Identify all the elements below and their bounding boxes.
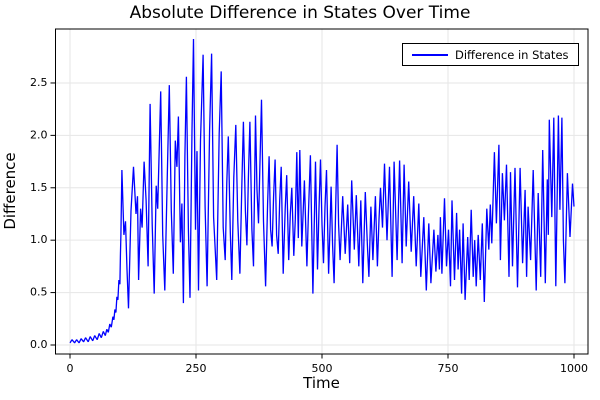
x-axis-label: Time — [303, 374, 340, 392]
x-tick-label: 250 — [186, 362, 207, 375]
tick-labels: 0 250 500 750 1000 0.0 0.5 1.0 1.5 2.0 2.5 — [30, 76, 588, 375]
y-tick-label: 1.5 — [30, 181, 48, 194]
x-tick-label: 750 — [437, 362, 458, 375]
x-tick-label: 0 — [67, 362, 74, 375]
axis-ticks — [50, 82, 575, 359]
x-tick-label: 500 — [312, 362, 333, 375]
y-tick-label: 0.5 — [30, 286, 48, 299]
difference-line — [69, 38, 575, 344]
y-tick-label: 2.0 — [30, 128, 48, 141]
x-tick-label: 1000 — [560, 362, 588, 375]
legend-label: Difference in States — [455, 47, 569, 62]
chart-title: Absolute Difference in States Over Time — [129, 3, 471, 23]
y-tick-label: 0.0 — [30, 338, 48, 351]
legend-line-sample — [412, 53, 448, 56]
y-tick-label: 1.0 — [30, 233, 48, 246]
legend: Difference in States — [402, 43, 579, 66]
y-axis-label: Difference — [1, 152, 19, 230]
y-tick-label: 2.5 — [30, 76, 48, 89]
